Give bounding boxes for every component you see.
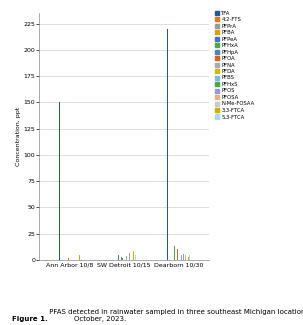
Legend: TFA, 4:2-FTS, PFPrA, PFBA, PFPeA, PFHxA, PFHpA, PFOA, PFNA, PFDA, PFBS, PFHxS, P: TFA, 4:2-FTS, PFPrA, PFBA, PFPeA, PFHxA,… — [215, 11, 255, 119]
Bar — [126, 256, 128, 260]
Bar — [122, 258, 123, 260]
Bar — [58, 102, 60, 260]
Bar — [129, 253, 130, 260]
Bar — [133, 251, 134, 260]
Text: Figure 1.: Figure 1. — [12, 316, 48, 322]
Bar — [177, 250, 178, 260]
Bar — [121, 257, 122, 260]
Bar — [167, 29, 168, 260]
Bar — [183, 254, 185, 260]
Bar — [68, 258, 69, 260]
Bar — [135, 255, 136, 260]
Text: PFAS detected in rainwater sampled in three southeast Michigan locations in
    : PFAS detected in rainwater sampled in th… — [47, 309, 303, 322]
Bar — [185, 255, 186, 260]
Bar — [181, 255, 182, 260]
Y-axis label: Concentration, ppt: Concentration, ppt — [15, 107, 21, 166]
Bar — [174, 246, 175, 260]
Bar — [79, 255, 80, 260]
Bar — [118, 255, 119, 260]
Bar — [189, 255, 190, 260]
